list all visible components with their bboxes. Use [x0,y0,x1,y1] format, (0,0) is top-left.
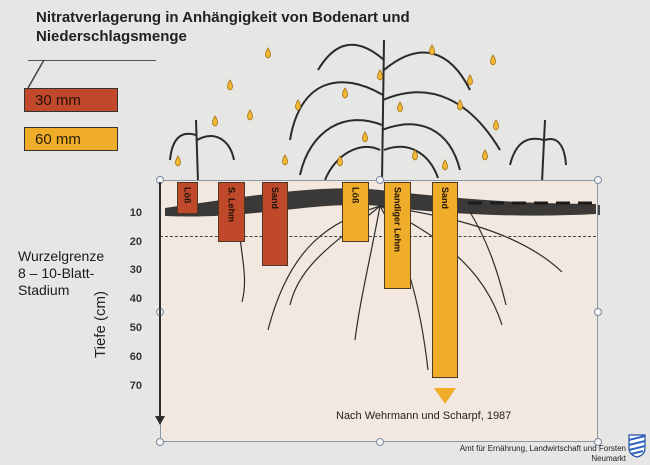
leaching-bar: Löß [177,182,198,214]
title-line-1: Nitratverlagerung in Anhängigkeit von Bo… [36,9,410,26]
source-citation: Nach Wehrmann und Scharpf, 1987 [336,410,512,422]
selection-handle[interactable] [594,308,602,316]
leaching-bar: Löß [342,182,369,243]
root-limit-line [160,236,596,237]
depth-tick-label: 40 [129,293,142,306]
slide-title: Nitratverlagerung in Anhängigkeit von Bo… [36,8,556,46]
soil-type-label: Löß [182,187,193,204]
depth-tick-label: 30 [129,264,142,277]
soil-type-label: Sandiger Lehm [392,187,403,253]
legend-30mm: 30 mm [24,88,118,112]
soil-type-label: S. Lehm [226,187,237,223]
root-limit-line-2: 8 – 10-Blatt- [18,265,95,281]
root-limit-line-3: Stadium [18,282,70,298]
raindrop-icons [175,44,499,171]
agency-line-2: Neumarkt [591,454,626,463]
depth-axis-label: Tiefe (cm) [92,291,109,358]
legend-60mm: 60 mm [24,127,118,151]
depth-axis-line [159,182,161,420]
selection-handle[interactable] [376,438,384,446]
title-divider [28,60,156,61]
leaching-bar: S. Lehm [218,182,245,243]
agency-line-1: Amt für Ernährung, Landwirtschaft und Fo… [459,444,626,453]
selection-handle[interactable] [156,438,164,446]
depth-tick-label: 20 [129,235,142,248]
depth-tick-label: 50 [129,322,142,334]
depth-axis-arrow-icon [155,416,165,425]
soil-type-label: Sand [270,187,280,210]
root-limit-label: Wurzelgrenze 8 – 10-Blatt- Stadium [18,248,104,299]
sand-leaching-arrow-icon [434,388,456,404]
soil-type-label: Sand [440,187,450,210]
depth-tick-label: 10 [129,206,142,219]
selection-handle[interactable] [594,438,602,446]
selection-handle[interactable] [376,176,384,184]
leaching-bar: Sand [432,182,458,378]
soil-type-label: Löß [350,187,361,204]
title-line-2: Niederschlagsmenge [36,28,187,45]
depth-tick-label: 60 [129,350,142,363]
selection-handle[interactable] [594,176,602,184]
agency-footer: Amt für Ernährung, Landwirtschaft und Fo… [420,444,626,464]
depth-tick-label: 70 [129,379,142,392]
leaching-bar: Sand [262,182,288,266]
leaching-bar: Sandiger Lehm [384,182,411,289]
root-limit-line-1: Wurzelgrenze [18,248,105,264]
bavarian-crest-icon [628,434,646,458]
